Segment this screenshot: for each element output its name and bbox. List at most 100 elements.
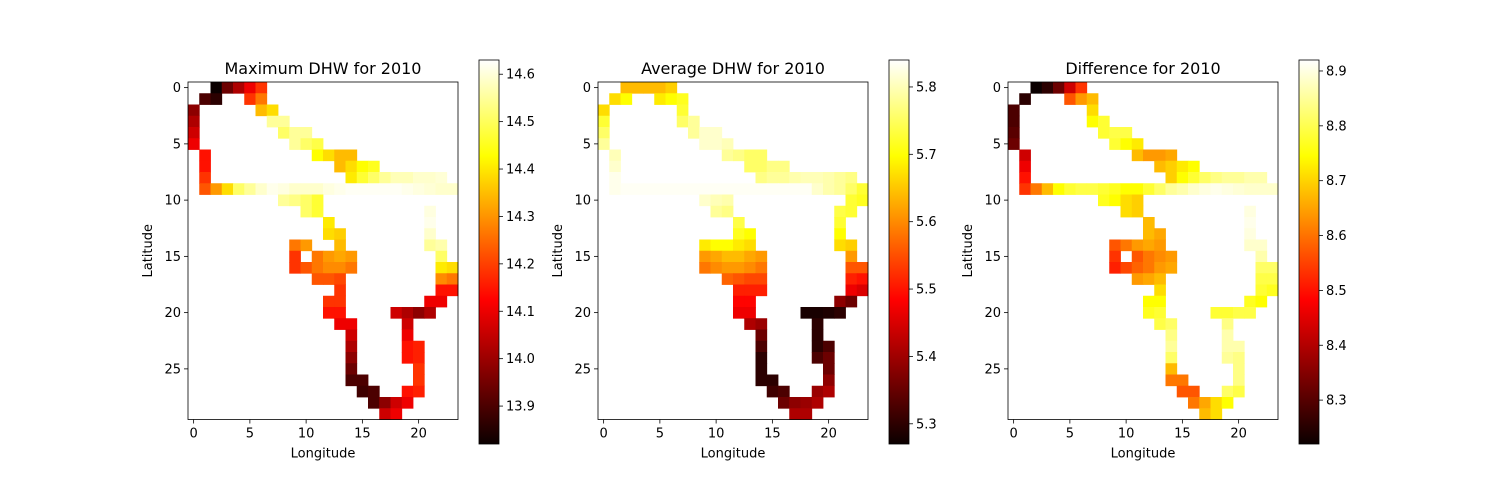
heatmap-cell bbox=[244, 183, 256, 195]
heatmap-cell bbox=[1165, 374, 1178, 387]
heatmap-cell bbox=[721, 205, 734, 218]
heatmap-cell bbox=[1165, 183, 1178, 195]
heatmap-cell bbox=[401, 172, 414, 184]
heatmap-cell bbox=[1064, 93, 1076, 105]
heatmap-cell bbox=[721, 273, 734, 285]
colorbar-tick-label: 14.5 bbox=[506, 115, 535, 130]
colorbar-tick-label: 5.3 bbox=[916, 417, 937, 432]
heatmap-cell bbox=[1075, 183, 1088, 195]
heatmap-cell bbox=[435, 284, 448, 297]
heatmap-cell bbox=[733, 250, 745, 263]
heatmap-cell bbox=[811, 307, 824, 319]
heatmap-cell bbox=[1221, 318, 1234, 330]
heatmap-panel-3: Difference for 2010 0 5 10 15 20 0 5 10 15 20 25 Lon… bbox=[961, 59, 1347, 462]
heatmap-cell bbox=[1154, 307, 1166, 319]
colorbar-tick-label: 8.7 bbox=[1326, 174, 1347, 189]
heatmap-cell bbox=[368, 385, 380, 398]
heatmap-cell bbox=[401, 385, 414, 398]
chart-title: Average DHW for 2010 bbox=[641, 59, 825, 78]
colorbar-tick-label: 8.3 bbox=[1326, 394, 1347, 409]
heatmap-cell bbox=[1019, 93, 1031, 105]
y-tick-label: 20 bbox=[984, 306, 1001, 321]
heatmap-cell bbox=[721, 138, 734, 150]
colorbar-tick-label: 5.5 bbox=[916, 283, 937, 298]
heatmap-cell bbox=[424, 295, 436, 308]
x-axis-label: Longitude bbox=[1111, 447, 1176, 462]
y-axis-label: Latitude bbox=[551, 224, 566, 278]
heatmap-cell bbox=[755, 273, 768, 285]
heatmap-cell bbox=[710, 138, 723, 150]
heatmap-cell bbox=[834, 172, 846, 184]
heatmap-cell bbox=[311, 138, 324, 150]
heatmap-cell bbox=[1120, 183, 1133, 195]
heatmap-cell bbox=[188, 127, 200, 139]
heatmap-cell bbox=[834, 295, 846, 308]
heatmap-cell bbox=[1154, 250, 1166, 263]
colorbar bbox=[478, 59, 500, 445]
heatmap-cell bbox=[413, 385, 425, 398]
heatmap-cell bbox=[379, 397, 391, 409]
heatmap-cell bbox=[1176, 374, 1189, 387]
heatmap-cell bbox=[1143, 307, 1155, 319]
heatmap-cell bbox=[1233, 340, 1245, 353]
heatmap-cell bbox=[856, 194, 869, 207]
y-tick-label: 5 bbox=[993, 137, 1001, 152]
heatmap-cell bbox=[1210, 183, 1223, 195]
colorbar bbox=[888, 59, 910, 445]
heatmap-cell bbox=[334, 183, 346, 195]
heatmap-cell bbox=[1131, 183, 1144, 195]
heatmap-cell bbox=[323, 273, 335, 285]
heatmap-cell bbox=[744, 295, 756, 308]
heatmap-cell bbox=[1120, 205, 1133, 218]
heatmap-cell bbox=[311, 183, 324, 195]
heatmap-cell bbox=[744, 284, 756, 297]
x-axis-label: Longitude bbox=[701, 447, 766, 462]
heatmap-cell bbox=[1233, 385, 1245, 398]
heatmap-cell bbox=[1143, 273, 1155, 285]
heatmap-cell bbox=[755, 374, 768, 387]
heatmap-cell bbox=[1109, 183, 1121, 195]
x-tick-label: 10 bbox=[298, 427, 315, 442]
heatmap-cell bbox=[631, 183, 644, 195]
heatmap-cell bbox=[845, 262, 858, 274]
heatmap-cell bbox=[609, 183, 621, 195]
x-tick-label: 5 bbox=[1066, 427, 1074, 442]
heatmap-cell bbox=[210, 183, 223, 195]
heatmap-cell bbox=[289, 138, 301, 150]
heatmap-cell bbox=[811, 183, 824, 195]
heatmap-cell bbox=[1019, 172, 1031, 184]
heatmap-cell bbox=[323, 262, 335, 274]
heatmap-cell bbox=[699, 138, 711, 150]
heatmap-cell bbox=[598, 127, 610, 139]
heatmap-cell bbox=[266, 104, 279, 117]
heatmap-cell bbox=[665, 93, 678, 105]
heatmap-cell bbox=[255, 93, 268, 105]
heatmap-cell bbox=[1244, 239, 1256, 252]
heatmap-cell bbox=[345, 363, 358, 375]
heatmap-cell bbox=[721, 250, 734, 263]
heatmap-cell bbox=[845, 295, 858, 308]
heatmap-cell bbox=[834, 228, 846, 240]
heatmap-panel-2: Average DHW for 2010 0 5 10 15 20 0 5 10 15 20 25 Lo… bbox=[551, 59, 937, 462]
heatmap-cell bbox=[845, 194, 858, 207]
colorbar-tick-label: 5.6 bbox=[916, 215, 937, 230]
x-tick-label: 20 bbox=[410, 427, 427, 442]
heatmap-cell bbox=[413, 352, 425, 364]
heatmap-cell bbox=[435, 295, 448, 308]
heatmap-cell bbox=[1188, 397, 1200, 409]
heatmap-cell bbox=[1053, 183, 1065, 195]
heatmap-cell bbox=[390, 408, 403, 420]
heatmap-cell bbox=[755, 363, 768, 375]
heatmap-cell bbox=[278, 127, 290, 139]
heatmap-cell bbox=[676, 115, 689, 128]
x-tick-label: 10 bbox=[1118, 427, 1135, 442]
heatmap-cell bbox=[413, 363, 425, 375]
heatmap-cell bbox=[300, 194, 313, 207]
heatmap-cell bbox=[446, 273, 459, 285]
heatmap-cell bbox=[379, 172, 391, 184]
heatmap-cell bbox=[334, 318, 346, 330]
heatmap-cell bbox=[800, 397, 813, 409]
heatmap-cell bbox=[845, 205, 858, 218]
heatmap-cell bbox=[620, 82, 633, 94]
heatmap-cell bbox=[1064, 82, 1076, 94]
